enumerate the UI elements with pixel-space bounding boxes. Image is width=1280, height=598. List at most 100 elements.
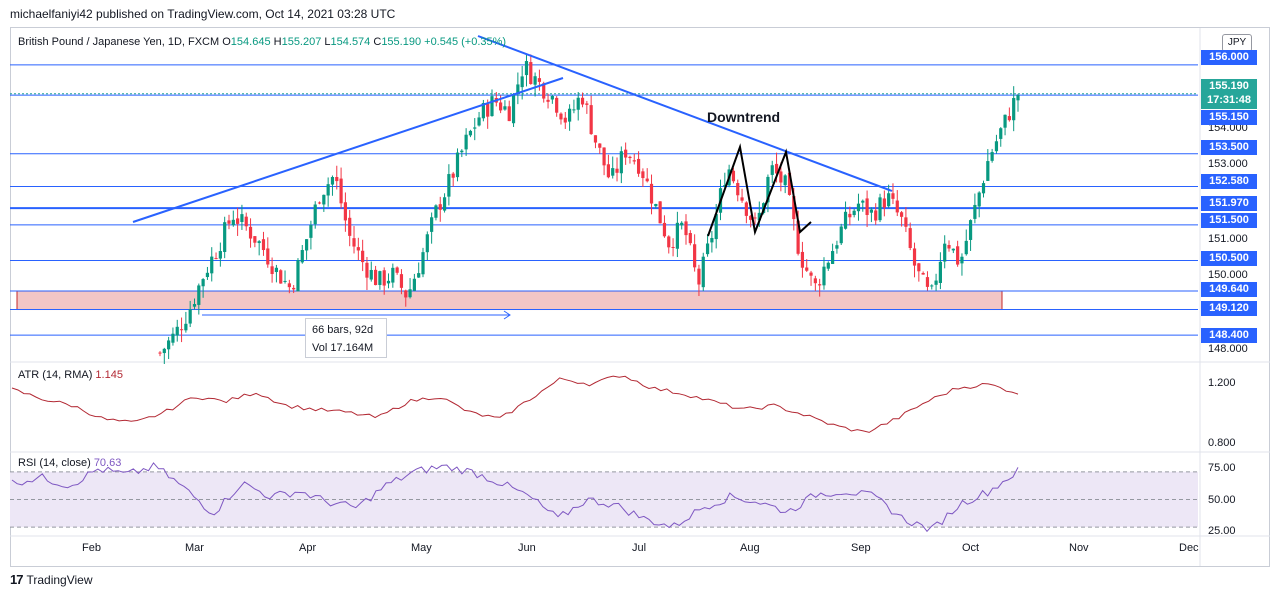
candle-body xyxy=(576,97,580,110)
support-zone xyxy=(16,290,1003,311)
candle-body xyxy=(537,78,542,82)
candle-body xyxy=(981,183,986,194)
candle-body xyxy=(921,272,925,275)
candle-body xyxy=(714,214,718,240)
candle-body xyxy=(925,277,930,287)
candle-body xyxy=(938,261,942,283)
candle-body xyxy=(956,246,960,265)
candle-body xyxy=(404,290,408,298)
candle-body xyxy=(787,172,792,195)
candle-body xyxy=(779,171,783,183)
level-tag: 153.500 xyxy=(1201,140,1257,155)
candle-body xyxy=(710,237,714,243)
candle-body xyxy=(641,171,645,179)
candle-body xyxy=(964,240,968,255)
candle-body xyxy=(248,226,253,239)
rsi-title: RSI (14, close) xyxy=(18,457,91,469)
candle-body xyxy=(567,108,572,122)
candle-body xyxy=(447,174,451,197)
candle-body xyxy=(805,267,809,271)
candle-body xyxy=(611,168,615,176)
candle-body xyxy=(723,185,727,187)
ohlc-high: H155.207 xyxy=(273,36,322,48)
level-tag: 150.500 xyxy=(1201,251,1257,266)
candle-body xyxy=(593,135,598,143)
candle-body xyxy=(1012,98,1016,121)
candle-body xyxy=(279,270,283,284)
candle-body xyxy=(662,222,667,237)
candle-body xyxy=(602,147,606,166)
candle-body xyxy=(516,84,520,94)
ohlc-low: L154.574 xyxy=(324,36,371,48)
candle-body xyxy=(800,251,805,268)
candle-body xyxy=(395,267,399,273)
candle-body xyxy=(585,103,589,105)
ohlc-close: C155.190 xyxy=(373,36,422,48)
candle-body xyxy=(1003,114,1007,128)
rsi-tick: 50.00 xyxy=(1208,494,1236,506)
atr-tick: 1.200 xyxy=(1208,377,1236,389)
candle-body xyxy=(227,220,231,224)
candle-body xyxy=(968,220,973,240)
candle-body xyxy=(705,243,710,255)
candle-body xyxy=(257,241,261,244)
candle-body xyxy=(818,284,822,286)
month-label: Nov xyxy=(1069,542,1089,554)
candle-body xyxy=(753,217,757,219)
candle-body xyxy=(757,212,761,221)
candle-body xyxy=(287,283,291,288)
candle-body xyxy=(636,158,641,174)
candle-body xyxy=(464,134,468,150)
brand-name: TradingView xyxy=(26,572,93,587)
candle-body xyxy=(783,175,787,186)
candle-body xyxy=(361,250,365,263)
candle-body xyxy=(649,183,654,204)
candle-body xyxy=(158,352,162,354)
candle-body xyxy=(373,269,378,286)
chart-frame[interactable] xyxy=(10,27,1270,567)
candle-body xyxy=(313,204,317,225)
candle-body xyxy=(774,163,779,174)
price-tick: 151.000 xyxy=(1208,233,1248,245)
candle-body xyxy=(322,194,326,205)
candle-body xyxy=(740,197,744,201)
candle-body xyxy=(434,205,438,218)
price-change: +0.545 (+0.35%) xyxy=(424,36,507,48)
level-tag: 148.400 xyxy=(1201,328,1257,343)
atr-legend[interactable]: ATR (14, RMA) 1.145 xyxy=(18,369,123,381)
month-label: Jul xyxy=(632,542,647,554)
candle-body xyxy=(917,263,921,272)
candle-body xyxy=(843,211,848,229)
candle-body xyxy=(378,271,382,285)
candle-body xyxy=(813,278,817,284)
candle-body xyxy=(912,248,917,266)
candle-body xyxy=(438,204,442,210)
candle-body xyxy=(930,285,934,287)
candle-body xyxy=(960,256,964,264)
candle-body xyxy=(503,106,507,110)
candle-body xyxy=(895,200,899,213)
current-price: 155.190 xyxy=(1209,80,1249,92)
month-label: Aug xyxy=(740,542,760,554)
candle-body xyxy=(645,178,649,182)
symbol-legend[interactable]: British Pound / Japanese Yen, 1D, FXCM O… xyxy=(18,36,506,48)
candle-body xyxy=(615,168,619,173)
candle-body xyxy=(580,97,585,105)
downtrend-label: Downtrend xyxy=(707,109,781,125)
candle-body xyxy=(856,203,861,212)
candle-body xyxy=(684,221,688,236)
candle-body xyxy=(296,260,300,292)
candle-body xyxy=(831,251,835,264)
candle-body xyxy=(408,289,412,298)
candle-body xyxy=(481,103,485,119)
candle-body xyxy=(947,245,951,249)
candle-body xyxy=(317,202,322,204)
candle-body xyxy=(749,215,753,220)
candle-body xyxy=(904,217,908,227)
rsi-legend[interactable]: RSI (14, close) 70.63 xyxy=(18,457,121,469)
candle-body xyxy=(442,197,447,211)
currency-badge[interactable]: JPY xyxy=(1222,34,1252,52)
publisher-caption: michaelfaniyi42 published on TradingView… xyxy=(10,7,396,21)
price-tick: 154.000 xyxy=(1208,122,1248,134)
